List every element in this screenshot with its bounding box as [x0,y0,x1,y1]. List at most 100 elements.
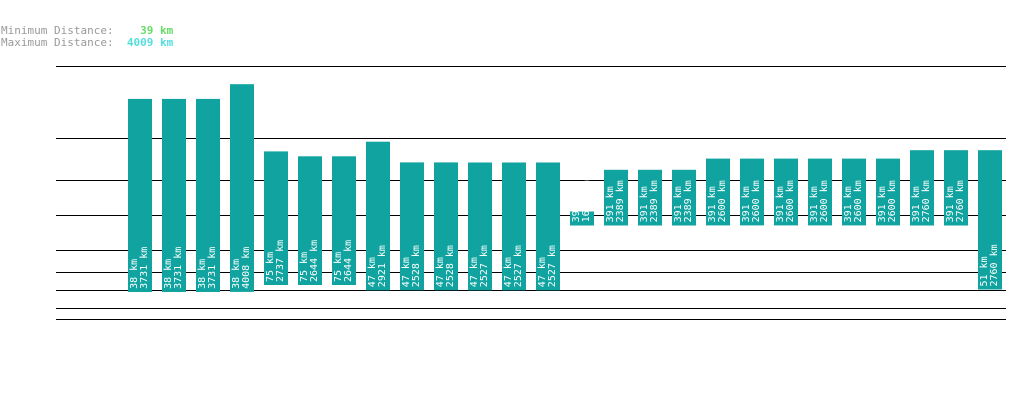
distance-summary: Minimum Distance: 39 km Maximum Distance… [1,25,173,49]
bar-label-max-23: 2760 km [921,180,932,222]
min-distance-value: 39 km [140,24,174,37]
bar-rect-23 [910,150,934,226]
bar-label-max-7: 2921 km [377,245,388,287]
bar-label-min-23: 391 km [911,186,922,222]
bar-16: 391 km 2389 km [672,169,696,226]
bar-label-min-1: 38 km [163,259,174,289]
bar-rect-22 [876,158,900,226]
bar-label-max-10: 2527 km [479,245,490,287]
bar-24: 391 km 2760 km [944,150,968,226]
bar-rect-4 [264,151,288,285]
bar-label-max-14: 2389 km [615,180,626,222]
bar-rect-10 [468,162,492,291]
bar-label-max-8: 2528 km [411,245,422,287]
bar-label-min-7: 47 km [367,257,378,287]
bar-14: 391 km 2389 km [604,169,628,226]
bar-rect-2 [196,98,220,293]
bar-label-max-0: 3731 km [139,247,150,289]
bar-label-max-15: 2389 km [649,180,660,222]
bar-rect-3 [230,84,254,292]
bar-11: 47 km 2527 km [502,162,526,291]
bar-label-max-16: 2389 km [683,180,694,222]
bar-label-max-19: 2600 km [785,180,796,222]
bar-25: 51 km 2760 km [978,150,1002,290]
bar-rect-11 [502,162,526,291]
bar-rect-25 [978,150,1002,290]
bar-label-max-21: 2600 km [853,180,864,222]
bar-label-max-3: 4008 km [241,247,252,289]
bar-label-min-24: 391 km [945,186,956,222]
bar-label-max-13: 1600 km [581,180,592,222]
bar-rect-13 [570,211,594,226]
max-distance-label: Maximum Distance: [1,36,114,49]
bar-9: 47 km 2528 km [434,162,458,291]
bar-rect-1 [162,98,186,293]
bar-label-min-9: 47 km [435,257,446,287]
bar-18: 391 km 2600 km [740,158,764,226]
bar-label-max-4: 2737 km [275,240,286,282]
bar-rect-6 [332,156,356,285]
bar-label-max-20: 2600 km [819,180,830,222]
bar-label-min-13: 391 km [571,186,582,222]
bar-label-max-18: 2600 km [751,180,762,222]
bar-1: 38 km 3731 km [162,98,186,293]
bar-3: 38 km 4008 km [230,84,254,292]
bar-rect-8 [400,162,424,291]
bar-label-min-6: 75 km [333,252,344,282]
bar-rect-7 [366,141,390,291]
bar-13: 391 km 1600 km [570,180,594,226]
bar-rect-19 [774,158,798,226]
bar-label-min-19: 391 km [775,186,786,222]
bar-label-min-20: 391 km [809,186,820,222]
bar-label-min-0: 38 km [129,259,140,289]
bar-7: 47 km 2921 km [366,141,390,291]
bar-17: 391 km 2600 km [706,158,730,226]
bar-21: 391 km 2600 km [842,158,866,226]
bar-label-min-15: 391 km [639,186,650,222]
bar-22: 391 km 2600 km [876,158,900,226]
bar-label-max-11: 2527 km [513,245,524,287]
bar-label-min-16: 391 km [673,186,684,222]
bar-label-min-17: 391 km [707,186,718,222]
bar-rect-5 [298,156,322,285]
bar-5: 75 km 2644 km [298,156,322,285]
bar-rect-15 [638,169,662,226]
bar-15: 391 km 2389 km [638,169,662,226]
bar-label-min-25: 51 km [979,256,990,286]
bar-12: 47 km 2527 km [536,162,560,291]
bar-label-min-3: 38 km [231,259,242,289]
bar-0: 38 km 3731 km [128,98,152,293]
bar-label-min-12: 47 km [537,257,548,287]
bar-label-max-1: 3731 km [173,247,184,289]
bar-label-max-24: 2760 km [955,180,966,222]
bar-19: 391 km 2600 km [774,158,798,226]
bar-rect-24 [944,150,968,226]
bar-8: 47 km 2528 km [400,162,424,291]
bar-label-max-25: 2760 km [989,244,1000,286]
bar-6: 75 km 2644 km [332,156,356,285]
bars: 38 km 3731 km 38 km 3731 km 38 km 3731 km 38 k… [128,84,1002,293]
bar-23: 391 km 2760 km [910,150,934,226]
bar-rect-18 [740,158,764,226]
bar-rect-20 [808,158,832,226]
bar-label-max-9: 2528 km [445,245,456,287]
bar-label-min-11: 47 km [503,257,514,287]
bar-label-min-21: 391 km [843,186,854,222]
bar-label-min-10: 47 km [469,257,480,287]
bar-4: 75 km 2737 km [264,151,288,285]
bar-label-min-2: 38 km [197,259,208,289]
bar-label-max-5: 2644 km [309,240,320,282]
bar-rect-0 [128,98,152,293]
bar-10: 47 km 2527 km [468,162,492,291]
bar-rect-12 [536,162,560,291]
bar-rect-21 [842,158,866,226]
bar-label-max-17: 2600 km [717,180,728,222]
bar-label-max-2: 3731 km [207,247,218,289]
bar-label-min-5: 75 km [299,252,310,282]
max-distance-value: 4009 km [126,36,174,49]
bar-20: 391 km 2600 km [808,158,832,226]
bar-rect-17 [706,158,730,226]
bar-label-min-14: 391 km [605,186,616,222]
bar-label-min-18: 391 km [741,186,752,222]
